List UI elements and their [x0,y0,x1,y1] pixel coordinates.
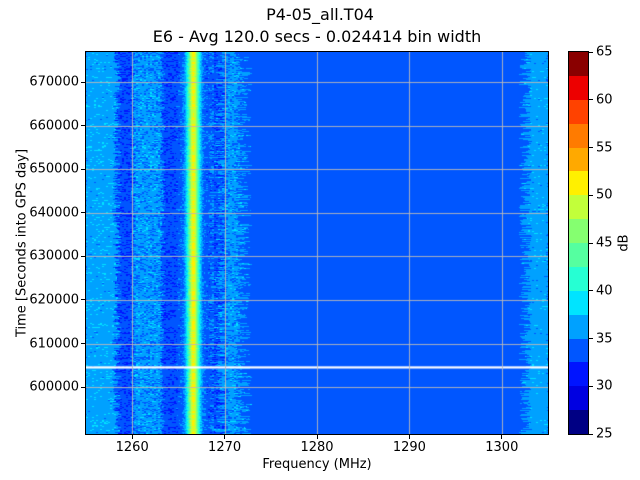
colorbar-tick-label: 65 [596,44,613,60]
y-tick-label: 620000 [29,292,79,308]
heatmap-canvas [86,52,548,434]
colorbar-segment [569,243,588,267]
y-tick-mark [81,343,85,344]
colorbar-segment [569,219,588,243]
y-tick-label: 630000 [29,248,79,264]
y-tick-mark [81,299,85,301]
x-tick-mark [131,435,133,439]
colorbar-tick-mark [589,338,593,339]
colorbar-segment [569,362,588,387]
colorbar-segment [569,52,588,76]
y-tick-label: 660000 [29,118,79,134]
colorbar-segment [569,338,588,363]
colorbar-segment [569,410,588,434]
x-tick-label: 1300 [485,440,519,455]
colorbar-tick-label: 45 [596,235,613,251]
x-tick-label: 1290 [392,440,426,455]
colorbar-tick-mark [589,385,593,387]
y-tick-mark [81,168,85,170]
colorbar-segment [569,123,588,148]
x-tick-label: 1260 [115,440,149,455]
x-tick-label: 1270 [208,440,242,455]
y-tick-label: 650000 [29,161,79,177]
colorbar-segment [569,266,588,291]
colorbar-segment [569,75,588,100]
colorbar-tick-mark [589,242,593,244]
y-axis-label: Time [Seconds into GPS day] [14,148,30,338]
colorbar [568,51,589,435]
plot-suptitle: P4-05_all.T04 [266,5,374,24]
colorbar-tick-label: 50 [596,187,613,203]
y-tick-label: 610000 [29,336,79,351]
colorbar-tick-mark [589,290,593,292]
colorbar-tick-label: 30 [596,378,613,394]
colorbar-tick-mark [589,194,593,196]
y-tick-label: 640000 [29,205,79,221]
colorbar-segment [569,147,588,172]
plot-area-border [85,51,549,435]
colorbar-segment [569,171,588,196]
y-tick-mark [81,386,85,388]
colorbar-tick-label: 25 [596,426,613,442]
x-tick-mark [408,435,410,439]
axes-title: E6 - Avg 120.0 secs - 0.024414 bin width [152,27,482,46]
colorbar-tick-label: 60 [596,92,613,108]
x-tick-mark [224,435,226,439]
colorbar-segment [569,314,588,339]
x-tick-mark [316,435,318,439]
y-tick-mark [81,212,85,214]
colorbar-tick-mark [589,99,593,101]
colorbar-tick-label: 40 [596,283,613,299]
colorbar-segment [569,99,588,124]
colorbar-tick-mark [589,147,593,148]
colorbar-tick-label: 35 [596,331,613,346]
y-tick-label: 670000 [29,74,79,90]
x-axis-label: Frequency (MHz) [262,457,372,472]
x-tick-label: 1280 [300,440,334,455]
colorbar-segment [569,290,588,315]
colorbar-tick-label: 55 [596,140,613,155]
y-tick-mark [81,255,85,257]
colorbar-tick-mark [589,51,593,53]
colorbar-tick-mark [589,433,593,435]
x-tick-mark [501,435,503,439]
colorbar-label: dB [616,234,632,252]
colorbar-segment [569,386,588,411]
y-tick-mark [81,125,85,127]
colorbar-segment [569,195,588,220]
y-tick-label: 600000 [29,379,79,395]
y-tick-mark [81,81,85,83]
